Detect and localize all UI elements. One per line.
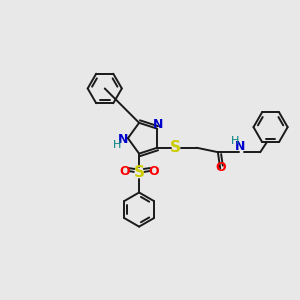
Text: S: S [170,140,181,155]
Text: O: O [215,161,226,174]
Text: N: N [236,140,246,153]
Text: H: H [231,136,240,146]
Text: N: N [117,133,128,146]
Text: H: H [113,140,122,150]
Text: O: O [148,165,159,178]
Text: S: S [134,165,145,180]
Text: O: O [119,165,130,178]
Text: N: N [153,118,163,131]
